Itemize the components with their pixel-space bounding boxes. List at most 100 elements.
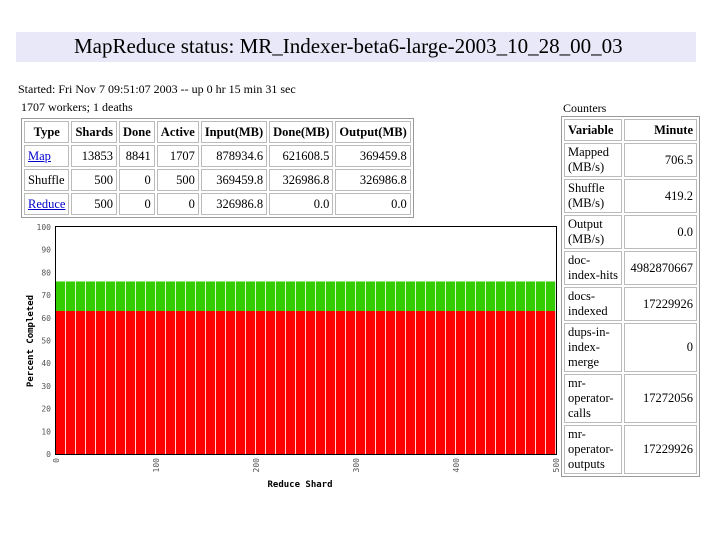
cell-active: 1707 — [156, 145, 199, 167]
cell-shards: 500 — [71, 193, 118, 215]
started-line: Started: Fri Nov 7 09:51:07 2003 -- up 0… — [18, 82, 296, 96]
cell-output: 326986.8 — [335, 169, 411, 191]
shuffle-done-bar — [396, 281, 406, 311]
shuffle-bar — [326, 310, 336, 454]
x-tick-label: 500 — [552, 458, 561, 473]
x-axis: 0 100 200 300 400 500 — [52, 458, 561, 473]
shuffle-done-bar — [406, 281, 416, 311]
y-tick-label: 0 — [46, 450, 51, 459]
shuffle-bar — [476, 310, 486, 454]
shuffle-done-bar — [546, 281, 556, 311]
shuffle-bar — [506, 310, 516, 454]
col-input: Input(MB) — [200, 121, 268, 143]
shuffle-bar — [136, 310, 146, 454]
shuffle-bar — [186, 310, 196, 454]
counter-row: Output (MB/s) 0.0 — [564, 215, 697, 249]
shuffle-done-bar — [466, 281, 476, 311]
job-status-table: Type Shards Done Active Input(MB) Done(M… — [21, 118, 414, 218]
cell-input: 326986.8 — [200, 193, 268, 215]
shuffle-done-bar — [116, 281, 126, 311]
y-tick-label: 10 — [41, 427, 51, 436]
counter-value: 17272056 — [624, 374, 697, 423]
shuffle-bar — [76, 310, 86, 454]
shuffle-bar — [216, 310, 226, 454]
shuffle-done-bar — [356, 281, 366, 311]
shuffle-done-bar — [246, 281, 256, 311]
cell-shards: 13853 — [71, 145, 118, 167]
counter-row: doc-index-hits 4982870667 — [564, 251, 697, 285]
cell-done: 0 — [119, 193, 155, 215]
y-tick-label: 20 — [41, 405, 51, 414]
cell-input: 369459.8 — [200, 169, 268, 191]
counter-variable: doc-index-hits — [564, 251, 622, 285]
counter-row: dups-in-index-merge 0 — [564, 323, 697, 372]
shuffle-bar — [416, 310, 426, 454]
shuffle-done-bar — [236, 281, 246, 311]
shuffle-done-bar — [256, 281, 266, 311]
x-tick-label: 0 — [52, 458, 61, 463]
cell-done-mb: 621608.5 — [269, 145, 334, 167]
shuffle-bar — [396, 310, 406, 454]
chart-bars — [56, 281, 556, 454]
page-title: MapReduce status: MR_Indexer-beta6-large… — [74, 34, 623, 58]
y-tick-label: 70 — [41, 291, 51, 300]
counter-row: Mapped (MB/s) 706.5 — [564, 143, 697, 177]
shuffle-bar — [366, 310, 376, 454]
counter-value: 706.5 — [624, 143, 697, 177]
shuffle-done-bar — [446, 281, 456, 311]
cell-type: Shuffle — [24, 169, 70, 191]
counter-value: 17229926 — [624, 287, 697, 321]
shuffle-done-bar — [96, 281, 106, 311]
shuffle-bar — [356, 310, 366, 454]
col-done-mb: Done(MB) — [269, 121, 334, 143]
shuffle-done-bar — [226, 281, 236, 311]
shuffle-done-bar — [436, 281, 446, 311]
job-table-header-row: Type Shards Done Active Input(MB) Done(M… — [24, 121, 411, 143]
shuffle-done-bar — [126, 281, 136, 311]
shuffle-done-bar — [66, 281, 76, 311]
shuffle-bar — [156, 310, 166, 454]
counter-row: mr-operator-calls 17272056 — [564, 374, 697, 423]
shuffle-done-bar — [176, 281, 186, 311]
shuffle-bar — [276, 310, 286, 454]
reduce-link[interactable]: Reduce — [24, 193, 70, 215]
counter-variable: Mapped (MB/s) — [564, 143, 622, 177]
shuffle-done-bar — [86, 281, 96, 311]
shuffle-done-bar — [216, 281, 226, 311]
counter-variable: dups-in-index-merge — [564, 323, 622, 372]
counter-variable: mr-operator-outputs — [564, 425, 622, 474]
col-variable: Variable — [564, 119, 622, 141]
counters-header-row: Variable Minute — [564, 119, 697, 141]
counter-value: 0 — [624, 323, 697, 372]
shuffle-bar — [96, 310, 106, 454]
shuffle-done-bar — [196, 281, 206, 311]
shuffle-done-bar — [266, 281, 276, 311]
shuffle-bar — [456, 310, 466, 454]
shuffle-done-bar — [76, 281, 86, 311]
shuffle-bar — [126, 310, 136, 454]
shuffle-bar — [376, 310, 386, 454]
shuffle-bar — [56, 310, 66, 454]
y-axis: 0 10 20 30 40 50 60 70 80 90 100 — [37, 223, 52, 459]
shuffle-bar — [496, 310, 506, 454]
map-link[interactable]: Map — [24, 145, 70, 167]
shuffle-bar — [316, 310, 326, 454]
shuffle-done-bar — [156, 281, 166, 311]
col-minute: Minute — [624, 119, 697, 141]
counter-variable: Output (MB/s) — [564, 215, 622, 249]
y-tick-label: 100 — [37, 223, 52, 232]
shuffle-bar — [66, 310, 76, 454]
cell-active: 0 — [156, 193, 199, 215]
title-bar: MapReduce status: MR_Indexer-beta6-large… — [16, 32, 696, 62]
shuffle-done-bar — [326, 281, 336, 311]
shuffle-bar — [466, 310, 476, 454]
cell-done-mb: 0.0 — [269, 193, 334, 215]
col-output: Output(MB) — [335, 121, 411, 143]
table-row: Map 13853 8841 1707 878934.6 621608.5 36… — [24, 145, 411, 167]
y-tick-label: 40 — [41, 359, 51, 368]
shuffle-bar — [406, 310, 416, 454]
shuffle-bar — [346, 310, 356, 454]
shuffle-done-bar — [486, 281, 496, 311]
shuffle-bar — [526, 310, 536, 454]
counters-clip: Variable Minute Mapped (MB/s) 706.5 Shuff… — [561, 116, 700, 477]
